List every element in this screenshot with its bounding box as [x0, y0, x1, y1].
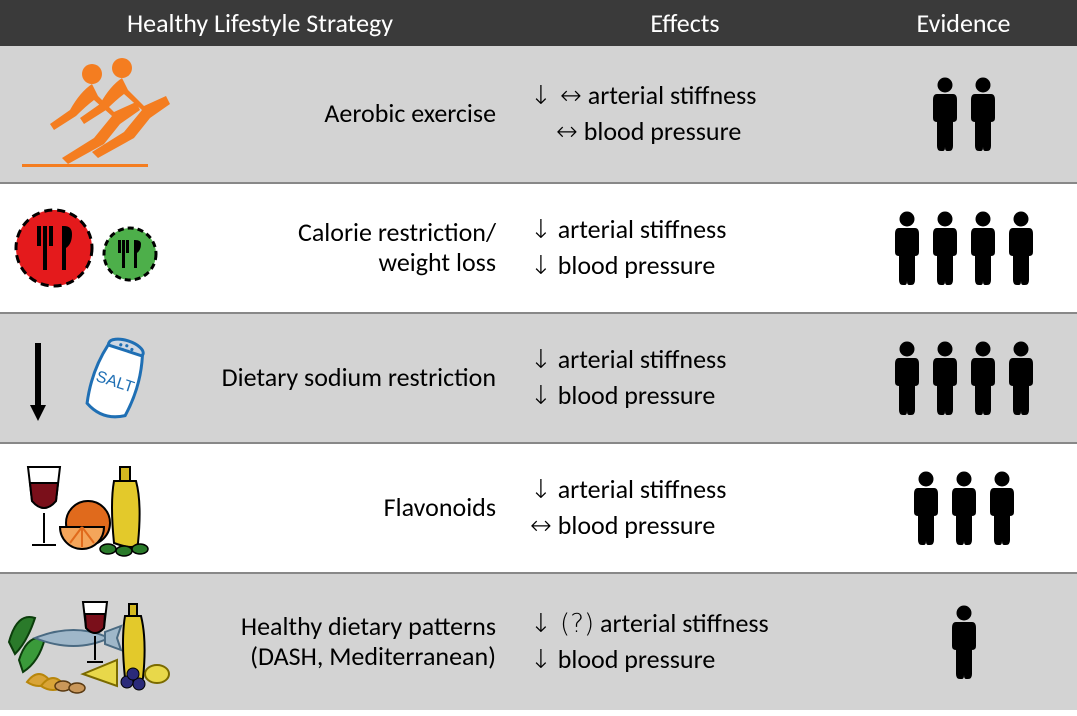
table-header: Healthy Lifestyle Strategy Effects Evide… [0, 0, 1077, 46]
effects-text: ↓ arterial stiffness ↓ blood pressure [520, 212, 850, 284]
table-row: Aerobic exercise ↓ ↔ arterial stiffness … [0, 46, 1077, 182]
person-icon [947, 470, 981, 546]
food-spread-icon [0, 574, 180, 710]
effects-text: ↓ ↔ arterial stiffness ↔ blood pressure [520, 78, 850, 150]
table-row: Calorie restriction/ weight loss ↓ arter… [0, 182, 1077, 312]
table-row: SALT Dietary sodium restriction ↓ arteri… [0, 312, 1077, 442]
header-strategy: Healthy Lifestyle Strategy [0, 7, 520, 39]
salt-shaker-icon: SALT [0, 314, 180, 442]
strategy-label: Healthy dietary patterns (DASH, Mediterr… [180, 612, 520, 672]
strategy-label: Dietary sodium restriction [180, 363, 520, 393]
lifestyle-strategy-table: Healthy Lifestyle Strategy Effects Evide… [0, 0, 1077, 710]
person-icon [928, 210, 962, 286]
calorie-plates-icon [0, 184, 180, 312]
effects-text: ↓ arterial stiffness ↔ blood pressure [520, 472, 850, 544]
table-row: Healthy dietary patterns (DASH, Mediterr… [0, 572, 1077, 710]
table-row: Flavonoids ↓ arterial stiffness ↔ blood … [0, 442, 1077, 572]
wine-fruit-icon [0, 444, 180, 572]
evidence-people [850, 470, 1077, 546]
person-icon [890, 340, 924, 416]
effects-text: ↓ arterial stiffness ↓ blood pressure [520, 342, 850, 414]
strategy-label: Aerobic exercise [180, 99, 520, 129]
person-icon [966, 210, 1000, 286]
header-effects: Effects [520, 7, 850, 39]
person-icon [1004, 340, 1038, 416]
header-evidence: Evidence [850, 7, 1077, 39]
effects-text: ↓ (?) arterial stiffness ↓ blood pressur… [520, 606, 850, 678]
person-icon [909, 470, 943, 546]
person-icon [985, 470, 1019, 546]
person-icon [928, 76, 962, 152]
person-icon [928, 340, 962, 416]
person-icon [890, 210, 924, 286]
strategy-label: Calorie restriction/ weight loss [180, 218, 520, 278]
person-icon [966, 76, 1000, 152]
person-icon [947, 604, 981, 680]
strategy-label: Flavonoids [180, 493, 520, 523]
person-icon [966, 340, 1000, 416]
evidence-people [850, 76, 1077, 152]
evidence-people [850, 340, 1077, 416]
person-icon [1004, 210, 1038, 286]
evidence-people [850, 604, 1077, 680]
evidence-people [850, 210, 1077, 286]
runners-icon [0, 46, 180, 182]
